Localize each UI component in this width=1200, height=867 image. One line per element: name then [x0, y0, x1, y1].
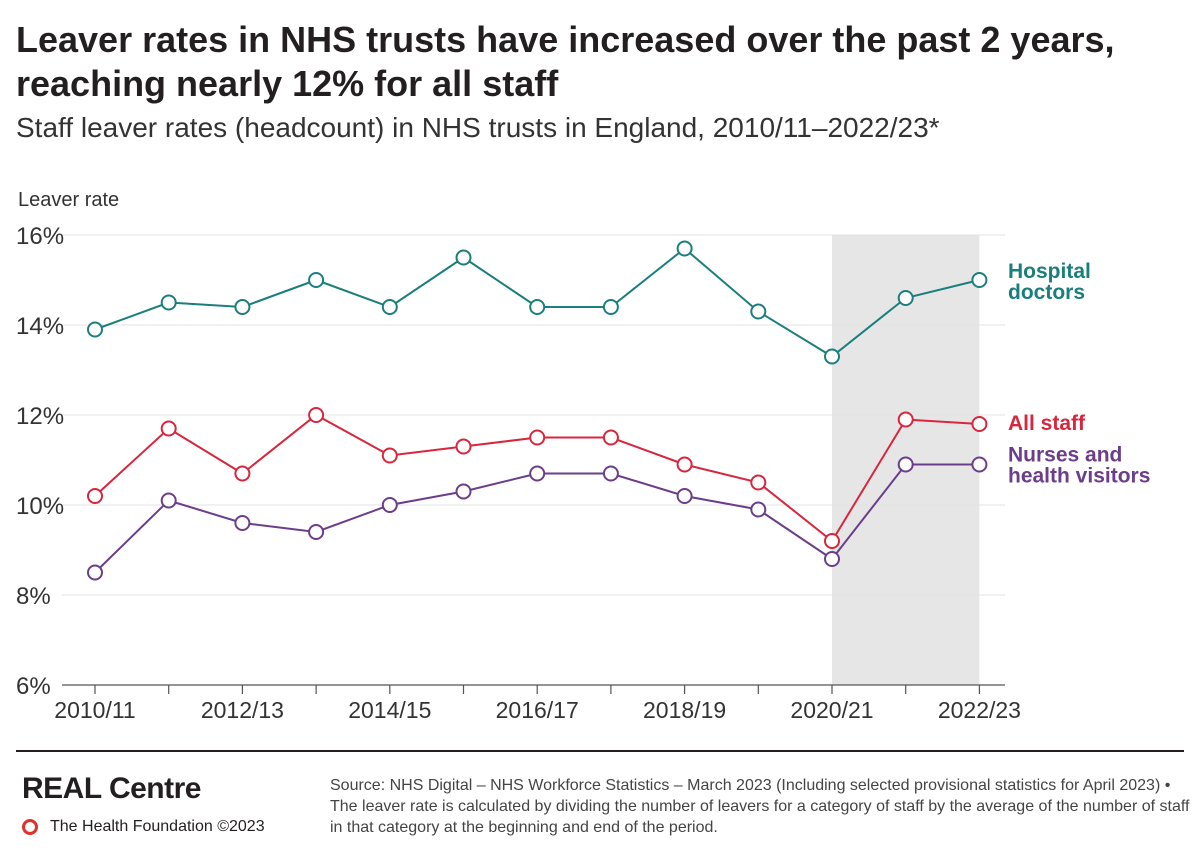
data-point	[750, 303, 767, 320]
y-axis-label: Leaver rate	[18, 189, 119, 211]
series-label: Hospital doctors	[1008, 260, 1091, 304]
data-point	[971, 456, 988, 473]
data-point	[160, 420, 177, 437]
brand-logo-text: REAL Centre	[22, 772, 201, 805]
data-point	[308, 524, 325, 540]
data-point	[676, 456, 693, 473]
foundation-credit: The Health Foundation ©2023	[22, 818, 265, 836]
data-point	[897, 456, 914, 473]
y-tick-label: 8%	[16, 583, 51, 610]
data-point	[234, 515, 251, 531]
data-point	[308, 272, 325, 288]
data-point	[381, 299, 398, 315]
footer-divider	[16, 750, 1184, 752]
data-point	[455, 483, 472, 500]
data-point	[897, 411, 914, 428]
data-point	[308, 407, 325, 423]
x-tick-label: 2022/23	[938, 697, 1021, 723]
data-point	[87, 488, 103, 504]
data-point	[529, 299, 546, 315]
source-note: Source: NHS Digital – NHS Workforce Stat…	[330, 777, 1190, 836]
data-point	[602, 429, 619, 446]
data-point	[750, 474, 767, 491]
data-point	[87, 564, 103, 581]
x-tick-label: 2016/17	[496, 697, 579, 723]
data-point	[824, 533, 840, 549]
data-point	[824, 348, 840, 365]
y-tick-label: 6%	[16, 673, 51, 700]
x-tick-label: 2010/11	[54, 697, 135, 723]
chart-title: Leaver rates in NHS trusts have increase…	[16, 19, 1115, 104]
y-tick-label: 10%	[16, 493, 64, 520]
data-point	[529, 429, 546, 446]
x-tick-label: 2018/19	[643, 697, 726, 723]
data-point	[602, 465, 619, 482]
foundation-logo-icon	[22, 819, 38, 835]
data-point	[676, 240, 693, 257]
x-tick-label: 2014/15	[348, 697, 431, 723]
chart-subtitle: Staff leaver rates (headcount) in NHS tr…	[16, 112, 940, 143]
x-tick-label: 2020/21	[790, 697, 873, 723]
foundation-text: The Health Foundation ©2023	[50, 818, 265, 835]
data-point	[676, 488, 693, 504]
data-point	[160, 492, 177, 509]
x-tick-label: 2012/13	[201, 697, 284, 723]
y-tick-label: 12%	[16, 403, 64, 430]
data-point	[971, 272, 988, 288]
data-point	[824, 551, 840, 567]
data-point	[160, 294, 177, 311]
data-point	[897, 290, 914, 306]
data-point	[750, 501, 767, 518]
y-tick-label: 16%	[16, 223, 64, 250]
data-point	[87, 321, 103, 338]
data-point	[971, 416, 988, 432]
line-chart: Leaver rate 6% 8% 10% 12% 14% 16% 2010/11 2012/…	[16, 189, 1150, 723]
data-point	[455, 438, 472, 455]
y-tick-label: 14%	[16, 313, 64, 340]
series-label: All staff	[1008, 412, 1086, 435]
data-point	[234, 299, 251, 315]
series-label: Nurses and health visitors	[1008, 444, 1150, 488]
data-point	[234, 465, 251, 482]
data-point	[602, 299, 619, 315]
data-point	[455, 249, 472, 266]
data-point	[381, 447, 398, 464]
data-point	[529, 465, 546, 482]
data-point	[381, 497, 398, 513]
